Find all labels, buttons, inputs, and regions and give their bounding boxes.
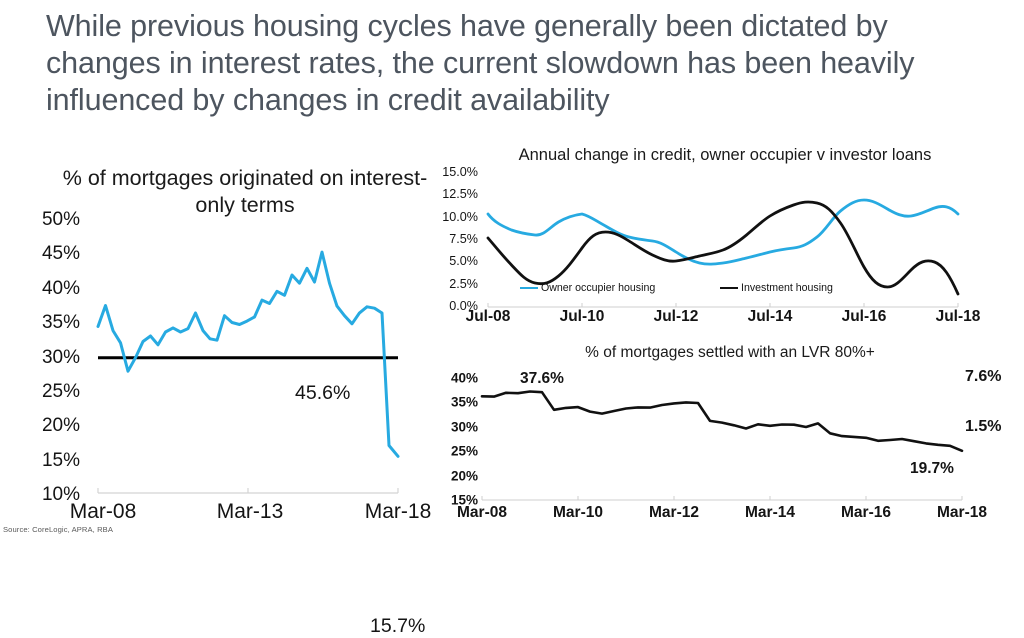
y-tick-label: 15% bbox=[41, 449, 80, 471]
annotation-interest-only-end: 15.7% bbox=[370, 615, 426, 637]
y-tick-label: 20% bbox=[41, 415, 80, 437]
annotation-lvr-peak: 37.6% bbox=[520, 370, 564, 387]
page-title: While previous housing cycles have gener… bbox=[46, 9, 923, 117]
x-tick-label: Mar-16 bbox=[841, 504, 891, 521]
x-tick-label: Mar-14 bbox=[745, 504, 795, 521]
x-tick-label: Jul-10 bbox=[559, 308, 605, 325]
x-tick-label: Jul-18 bbox=[935, 308, 981, 325]
y-axis-labels-lvr: 40% 35% 30% 25% 20% 15% bbox=[420, 371, 478, 508]
chart-title-interest-only: % of mortgages originated on interest-on… bbox=[62, 166, 428, 217]
series-line-lvr bbox=[480, 390, 964, 453]
x-tick-label: Jul-14 bbox=[747, 308, 793, 325]
x-axis-ticks bbox=[481, 496, 963, 500]
series-line-owner-occupier bbox=[486, 198, 960, 266]
chart-lvr: % of mortgages settled with an LVR 80%+ … bbox=[420, 340, 1024, 537]
plot-area-lvr bbox=[480, 380, 964, 501]
x-tick-label: Mar-10 bbox=[553, 504, 603, 521]
y-tick-label: 15.0% bbox=[442, 165, 478, 179]
series-line-investment-housing bbox=[486, 200, 960, 296]
y-tick-label: 10% bbox=[41, 484, 80, 505]
legend-item-investment-housing: Investment housing bbox=[720, 282, 833, 294]
y-tick-label: 45% bbox=[41, 243, 80, 265]
chart-credit-growth: Annual change in credit, owner occupier … bbox=[420, 140, 1024, 435]
y-tick-label: 20% bbox=[450, 468, 478, 484]
x-tick-label: Jul-08 bbox=[465, 308, 511, 325]
annotation-owner-occupier-end: 7.6% bbox=[965, 368, 1002, 385]
chart-interest-only: % of mortgages originated on interest-on… bbox=[0, 160, 440, 637]
y-tick-label: 0.0% bbox=[449, 299, 478, 313]
series-line-interest-only bbox=[96, 250, 400, 458]
y-tick-label: 50% bbox=[41, 209, 80, 230]
legend-swatch-black-icon bbox=[720, 286, 738, 290]
y-axis-labels-interest-only: 50% 45% 40% 35% 30% 25% 20% 15% 10% bbox=[0, 209, 80, 505]
y-tick-label: 25% bbox=[41, 380, 80, 402]
x-axis-ticks bbox=[97, 488, 399, 493]
legend-swatch-blue-icon bbox=[520, 286, 538, 290]
x-tick-label: Mar-18 bbox=[937, 504, 987, 521]
y-axis-labels-credit-growth: 15.0% 12.5% 10.0% 7.5% 5.0% 2.5% 0.0% bbox=[420, 165, 478, 313]
x-tick-label: Jul-12 bbox=[653, 308, 699, 325]
x-tick-label: Mar-13 bbox=[216, 500, 284, 523]
x-tick-label: Mar-08 bbox=[69, 500, 137, 523]
y-tick-label: 35% bbox=[450, 394, 478, 410]
y-tick-label: 10.0% bbox=[442, 209, 478, 224]
y-tick-label: 40% bbox=[41, 277, 80, 299]
legend-item-owner-occupier: Owner occupier housing bbox=[520, 282, 655, 294]
legend-label: Owner occupier housing bbox=[541, 282, 656, 294]
y-tick-label: 12.5% bbox=[442, 187, 478, 202]
plot-area-credit-growth bbox=[486, 173, 960, 308]
y-tick-label: 30% bbox=[450, 419, 478, 435]
y-tick-label: 25% bbox=[450, 443, 478, 459]
annotation-interest-only-peak: 45.6% bbox=[295, 382, 351, 404]
x-tick-label: Jul-16 bbox=[841, 308, 887, 325]
x-axis-ticks bbox=[487, 303, 959, 307]
y-tick-label: 5.0% bbox=[449, 254, 478, 269]
x-tick-label: Mar-18 bbox=[364, 500, 432, 523]
y-tick-label: 7.5% bbox=[449, 232, 478, 246]
annotation-lvr-end: 19.7% bbox=[910, 460, 954, 477]
y-tick-label: 40% bbox=[450, 370, 478, 386]
y-tick-label: 30% bbox=[41, 346, 80, 368]
annotation-investment-housing-end: 1.5% bbox=[965, 418, 1002, 435]
y-tick-label: 2.5% bbox=[449, 276, 478, 291]
legend-label: Investment housing bbox=[741, 282, 833, 294]
y-tick-label: 15% bbox=[450, 492, 478, 508]
source-note: Source: CoreLogic, APRA, RBA bbox=[3, 525, 114, 534]
legend-credit-growth: Owner occupier housing Investment housin… bbox=[520, 282, 940, 298]
chart-title-lvr: % of mortgages settled with an LVR 80%+ bbox=[585, 344, 875, 361]
plot-area-interest-only bbox=[96, 222, 400, 494]
chart-title-credit-growth: Annual change in credit, owner occupier … bbox=[518, 146, 932, 164]
x-tick-label: Mar-08 bbox=[457, 504, 507, 521]
y-tick-label: 35% bbox=[41, 312, 80, 334]
x-tick-label: Mar-12 bbox=[649, 504, 699, 521]
